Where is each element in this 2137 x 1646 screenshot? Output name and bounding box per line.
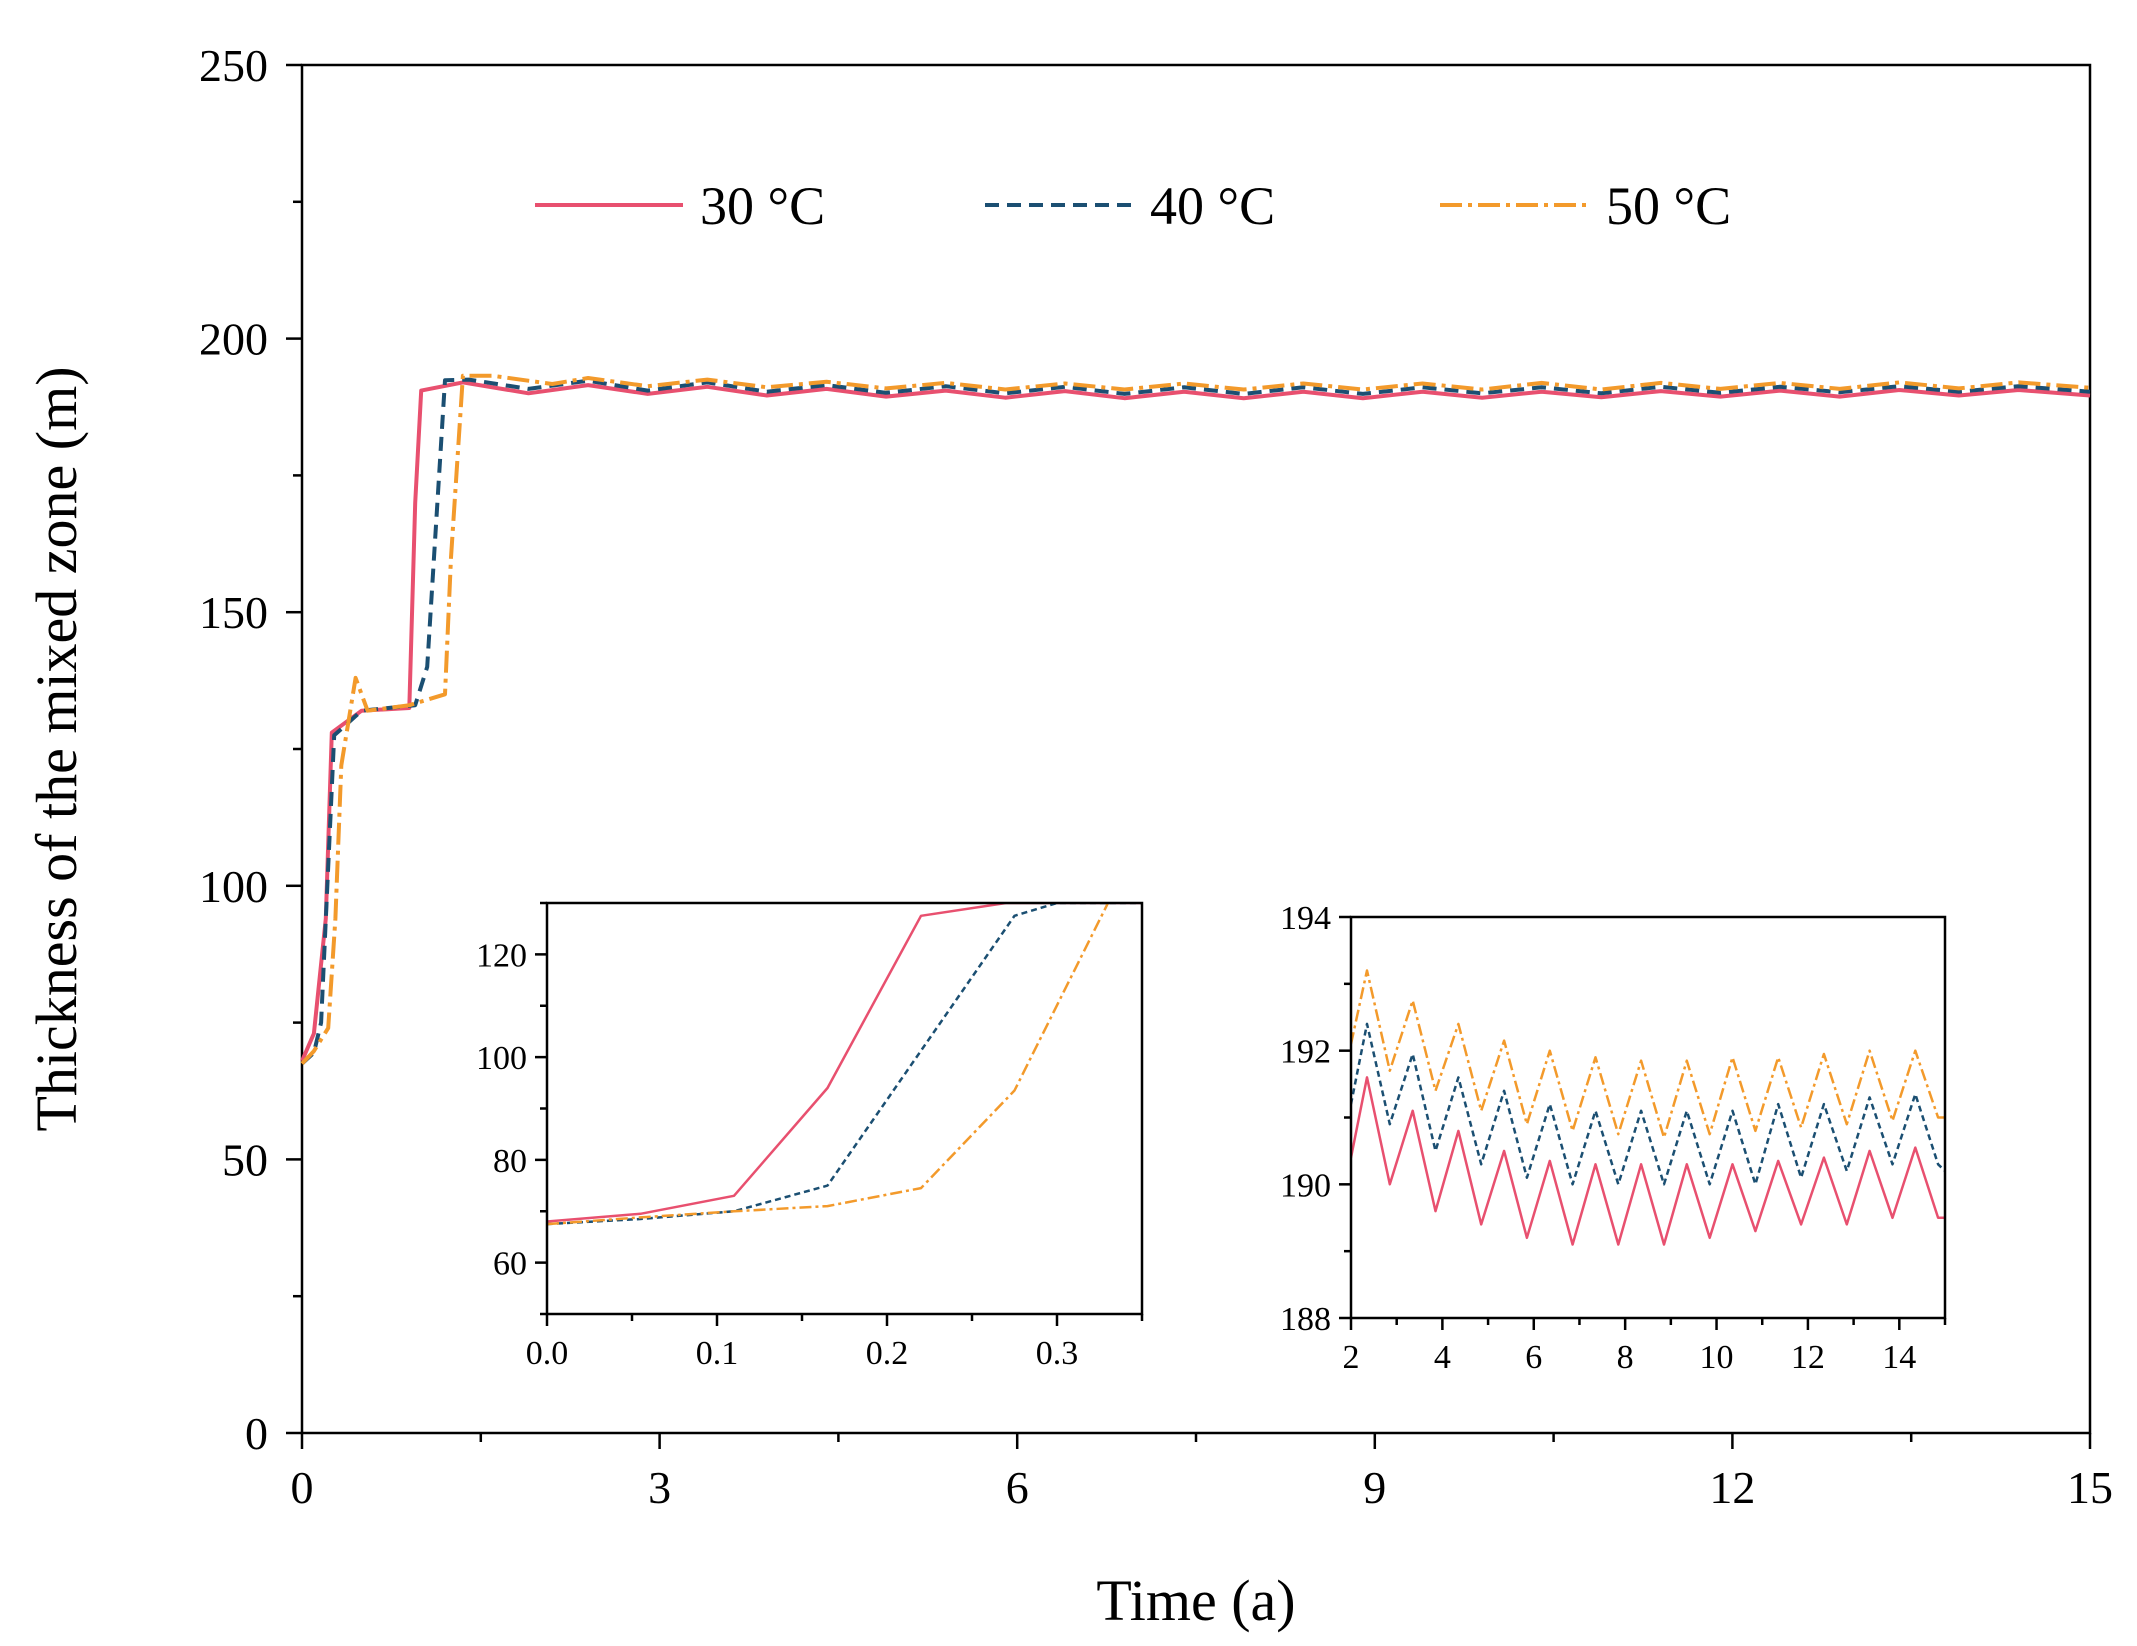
y-tick-label: 250	[199, 40, 268, 91]
inset-series-group	[1351, 969, 1945, 1246]
x-tick-label: 0	[291, 1462, 314, 1513]
inset-y-tick-label: 120	[476, 937, 527, 974]
inset-y-tick-label: 192	[1280, 1034, 1331, 1071]
inset-x-tick-label: 10	[1700, 1339, 1734, 1376]
x-tick-label: 3	[648, 1462, 671, 1513]
x-tick-label: 15	[2067, 1462, 2113, 1513]
inset-series-group	[547, 903, 1142, 1226]
inset-series-line-40c	[547, 903, 1142, 1226]
inset-x-tick-label: 0.2	[866, 1335, 909, 1372]
series-line-40c	[300, 377, 2091, 1066]
inset-series-line-50c	[1351, 969, 1945, 1139]
inset-1: 0.0 0.1 0.2 0.3 60 80 100 120	[476, 901, 1144, 1372]
inset-y-tick-label: 188	[1280, 1301, 1331, 1338]
inset-y-tick-label: 60	[493, 1246, 527, 1283]
inset-x-tick-label: 6	[1525, 1339, 1542, 1376]
legend-label-30c: 30 °C	[700, 176, 825, 236]
inset-x-tick-label: 0.0	[526, 1335, 569, 1372]
x-tick-label: 6	[1006, 1462, 1029, 1513]
y-tick-label: 0	[245, 1408, 268, 1459]
inset-series-line-50c	[547, 903, 1110, 1226]
inset-x-tick-label: 0.3	[1036, 1335, 1079, 1372]
inset-1-frame	[545, 901, 1144, 1316]
inset-y-tick-label: 190	[1280, 1167, 1331, 1204]
inset-2: 2 4 6 8 10 12 14 188 190 192 194	[1280, 900, 1947, 1376]
inset-x-tick-label: 14	[1882, 1339, 1916, 1376]
main-series-group	[300, 373, 2091, 1066]
y-tick-label: 50	[222, 1134, 268, 1185]
x-tick-label: 9	[1363, 1462, 1386, 1513]
inset-y-tick-label: 100	[476, 1040, 527, 1077]
inset-series-line-30c	[547, 903, 1142, 1223]
inset-2-frame	[1349, 915, 1947, 1320]
inset-y-tick-label: 194	[1280, 900, 1331, 937]
legend-label-50c: 50 °C	[1606, 176, 1731, 236]
inset-x-tick-label: 8	[1617, 1339, 1634, 1376]
inset-series-line-30c	[1351, 1076, 1945, 1246]
inset-x-tick-label: 12	[1791, 1339, 1825, 1376]
x-axis-title: Time (a)	[1096, 1568, 1295, 1633]
inset-x-tick-label: 0.1	[696, 1335, 739, 1372]
y-tick-label: 100	[199, 861, 268, 912]
inset-x-tick-label: 4	[1434, 1339, 1451, 1376]
series-line-30c	[300, 380, 2091, 1062]
inset-x-tick-label: 2	[1343, 1339, 1360, 1376]
legend: 30 °C 40 °C 50 °C	[535, 176, 1731, 236]
inset-1-background	[547, 903, 1142, 1314]
inset-y-tick-label: 80	[493, 1143, 527, 1180]
y-tick-label: 200	[199, 314, 268, 365]
y-tick-label: 150	[199, 587, 268, 638]
legend-label-40c: 40 °C	[1150, 176, 1275, 236]
inset-series-line-40c	[1351, 1022, 1945, 1186]
y-axis-title: Thickness of the mixed zone (m)	[24, 366, 89, 1131]
x-tick-label: 12	[1709, 1462, 1755, 1513]
inset-2-background	[1351, 917, 1945, 1318]
